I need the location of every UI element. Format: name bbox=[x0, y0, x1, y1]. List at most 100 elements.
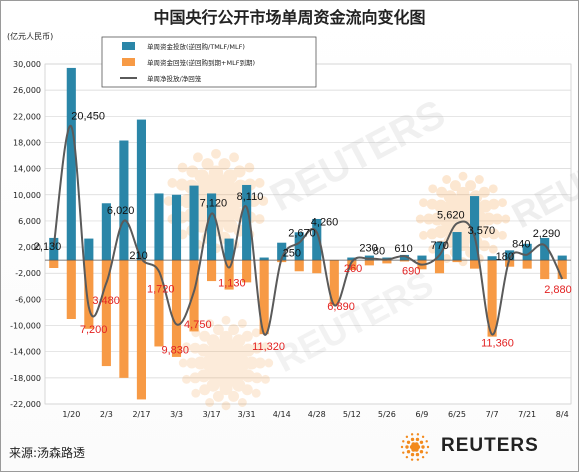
unit-label: (亿元人民币) bbox=[7, 32, 54, 41]
watermark-dot bbox=[226, 354, 244, 372]
logo-dot bbox=[410, 433, 414, 436]
reuters-logo-icon bbox=[400, 433, 430, 461]
watermark-dot bbox=[189, 372, 201, 384]
watermark-dot bbox=[441, 201, 457, 217]
watermark-dot bbox=[186, 165, 199, 178]
x-tick-label: 6/25 bbox=[448, 410, 466, 419]
inject-bar bbox=[154, 193, 164, 261]
logo-dot bbox=[425, 440, 428, 443]
x-tick-label: 2/3 bbox=[100, 410, 113, 419]
data-label: 260 bbox=[344, 263, 362, 275]
watermark-dot bbox=[213, 198, 233, 218]
data-label: 840 bbox=[512, 239, 530, 251]
watermark-dot bbox=[454, 201, 472, 219]
x-tick-label: 4/28 bbox=[308, 410, 326, 419]
watermark-dot bbox=[450, 195, 466, 211]
withdraw-bar bbox=[382, 260, 392, 264]
watermark-dot bbox=[241, 343, 255, 357]
watermark-dot bbox=[213, 371, 229, 387]
inject-bar bbox=[487, 256, 497, 261]
logo-dot bbox=[426, 445, 430, 449]
watermark-dot bbox=[221, 315, 231, 325]
logo-dot bbox=[400, 445, 404, 449]
watermark-dot bbox=[216, 191, 235, 211]
y-tick-label: -18,000 bbox=[10, 374, 41, 383]
watermark-dot bbox=[501, 214, 511, 224]
x-tick-label: 7/21 bbox=[518, 410, 536, 419]
watermark-dot bbox=[491, 213, 503, 225]
logo-dot bbox=[415, 437, 420, 442]
withdraw-bar bbox=[171, 260, 182, 357]
y-tick-label: 2,000 bbox=[18, 243, 41, 252]
watermark-dot bbox=[488, 184, 498, 194]
y-tick-label: -14,000 bbox=[10, 348, 41, 357]
watermark-dot bbox=[443, 190, 457, 204]
logo-dot bbox=[416, 458, 420, 461]
x-tick-label: 7/7 bbox=[486, 410, 499, 419]
watermark-dot bbox=[241, 369, 255, 383]
watermark-dot bbox=[201, 355, 217, 371]
watermark-dot bbox=[478, 240, 490, 252]
watermark-dot bbox=[241, 330, 253, 342]
watermark-dot bbox=[426, 198, 438, 210]
watermark-dot bbox=[482, 212, 496, 226]
y-tick-label: 10,000 bbox=[13, 191, 41, 200]
data-label: 4,750 bbox=[184, 319, 212, 331]
y-tick-label: -10,000 bbox=[10, 322, 41, 331]
watermark-dot bbox=[258, 196, 269, 206]
watermark-dot bbox=[228, 390, 240, 402]
inject-bar bbox=[119, 140, 129, 261]
inject-bar bbox=[294, 232, 304, 261]
watermark-dot bbox=[237, 398, 247, 407]
withdraw-bar bbox=[136, 260, 146, 400]
x-tick-label: 3/31 bbox=[238, 410, 256, 419]
watermark-dot bbox=[212, 390, 224, 402]
watermark-dot bbox=[199, 330, 211, 342]
inject-bar bbox=[417, 255, 427, 261]
data-label: 210 bbox=[129, 250, 147, 262]
watermark-dot bbox=[498, 198, 507, 208]
inject-bar bbox=[207, 193, 217, 261]
data-label: 11,320 bbox=[252, 341, 285, 353]
watermark-dot bbox=[211, 360, 229, 378]
inject-bar bbox=[242, 184, 252, 261]
watermark-dot bbox=[217, 345, 235, 364]
data-label: 230 bbox=[359, 243, 377, 255]
watermark-dot bbox=[221, 401, 231, 411]
withdraw-bar bbox=[101, 260, 111, 367]
watermark-dot bbox=[213, 174, 231, 192]
watermark-dot bbox=[226, 192, 244, 210]
withdraw-bar bbox=[557, 260, 567, 279]
watermark-dot bbox=[430, 212, 444, 226]
legend-label: 单周资金投放(逆回购/TMLF/MLF) bbox=[147, 42, 245, 51]
legend-box bbox=[101, 36, 317, 88]
inject-bar bbox=[347, 257, 357, 261]
data-label: 7,200 bbox=[80, 324, 108, 336]
inject-bar bbox=[224, 238, 234, 261]
x-tick-label: 2/17 bbox=[132, 410, 150, 419]
y-tick-label: 30,000 bbox=[13, 60, 41, 69]
watermark-dot bbox=[478, 186, 490, 198]
withdraw-bar bbox=[470, 260, 480, 269]
net-flow-line bbox=[52, 125, 564, 336]
watermark-dot bbox=[204, 365, 220, 381]
inject-bar bbox=[470, 196, 480, 261]
data-label: 3,570 bbox=[468, 225, 496, 237]
watermark-dot bbox=[186, 357, 198, 369]
logo-dot bbox=[421, 455, 425, 459]
watermark-dot bbox=[213, 339, 229, 355]
watermark-dot bbox=[182, 342, 191, 352]
watermark-dot bbox=[222, 203, 240, 221]
watermark-dot bbox=[211, 348, 229, 366]
watermark-dot bbox=[449, 180, 461, 192]
watermark-dot bbox=[488, 228, 500, 240]
watermark-dot bbox=[442, 175, 452, 184]
x-tick-label: 4/14 bbox=[273, 410, 291, 419]
watermark-dot bbox=[448, 204, 466, 222]
data-label: 2,880 bbox=[544, 284, 572, 296]
y-tick-label: 22,000 bbox=[13, 112, 41, 121]
y-tick-label: -22,000 bbox=[10, 400, 41, 409]
withdraw-bar bbox=[119, 260, 129, 378]
watermark-dot bbox=[456, 186, 470, 200]
watermark-dot bbox=[218, 158, 231, 171]
